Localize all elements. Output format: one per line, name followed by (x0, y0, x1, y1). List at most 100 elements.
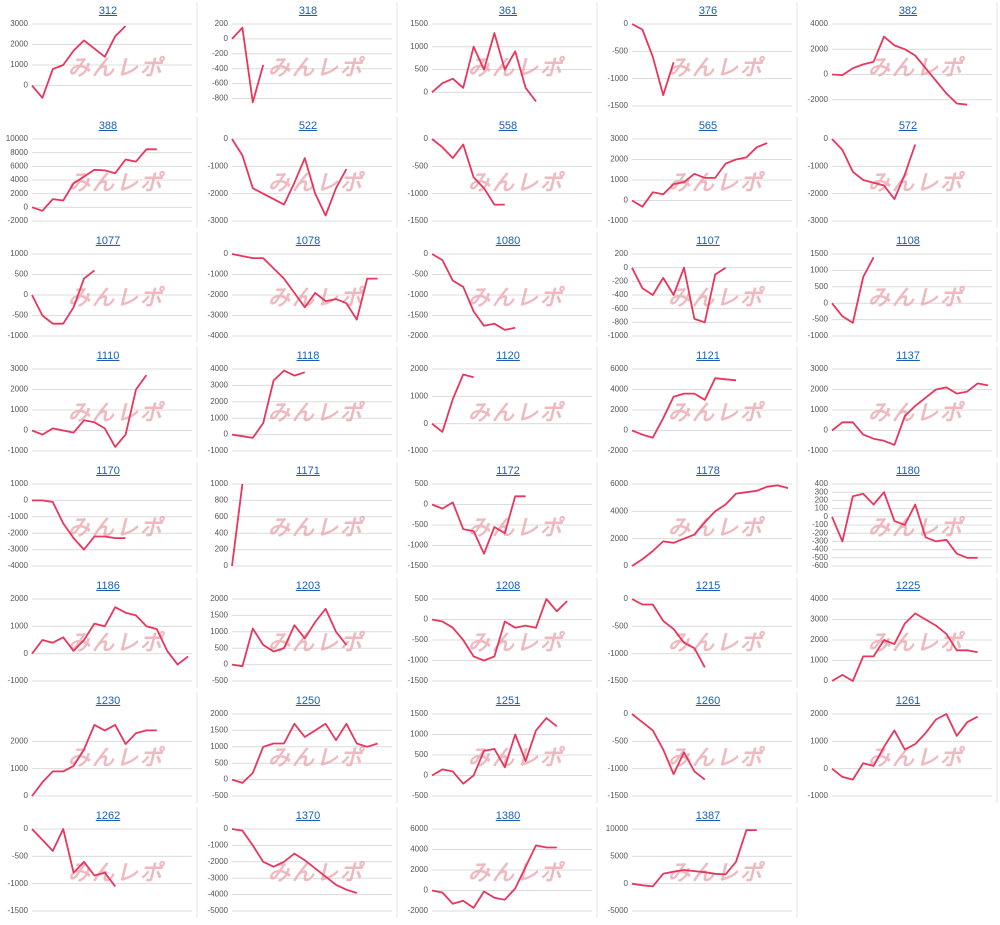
chart-title-link[interactable]: 1261 (896, 695, 920, 707)
chart-title-link[interactable]: 318 (299, 5, 317, 17)
y-tick-label: 0 (424, 615, 429, 624)
chart-title-link[interactable]: 1137 (896, 350, 920, 362)
data-line (631, 484, 789, 567)
chart-title-link[interactable]: 1108 (896, 235, 920, 247)
chart-title-link[interactable]: 1380 (496, 810, 520, 822)
data-line (431, 138, 505, 206)
chart-cell: 1107 -1000 -800 -600 -400 -200 0 200 みんレポ (608, 232, 798, 343)
chart-cell: 376 -1500 -1000 -500 0 みんレポ (608, 2, 798, 113)
y-tick-label: 1000 (610, 175, 628, 184)
chart-title-link[interactable]: 1215 (696, 580, 720, 592)
y-tick-label: 0 (824, 764, 829, 773)
chart-title-link[interactable]: 1077 (96, 235, 120, 247)
data-line (431, 32, 537, 102)
chart-title-link[interactable]: 522 (299, 120, 317, 132)
chart-title-link[interactable]: 558 (499, 120, 517, 132)
y-tick-label: -4000 (8, 561, 29, 570)
y-tick-label: 0 (224, 34, 229, 43)
y-tick-label: 400 (815, 479, 829, 488)
chart-cell: 1118 -1000 0 1000 2000 3000 4000 みんレポ (208, 347, 398, 458)
chart-title-link[interactable]: 1250 (296, 695, 320, 707)
y-tick-label: 0 (624, 879, 629, 888)
y-tick-label: 0 (424, 134, 429, 143)
y-tick-label: 500 (415, 750, 429, 759)
y-tick-label: 500 (415, 594, 429, 603)
y-tick-label: -1000 (608, 331, 629, 340)
y-tick-label: -500 (12, 311, 29, 320)
chart-title-link[interactable]: 572 (899, 120, 917, 132)
chart-title-link[interactable]: 1387 (696, 810, 720, 822)
y-tick-label: 0 (824, 134, 829, 143)
chart-title-link[interactable]: 1118 (297, 350, 320, 362)
chart-title-link[interactable]: 1178 (696, 465, 720, 477)
watermark: みんレポ (68, 285, 166, 310)
y-tick-label: -1000 (8, 331, 29, 340)
y-tick-label: -1500 (608, 676, 629, 685)
chart-title-link[interactable]: 1370 (296, 810, 320, 822)
y-tick-label: -300 (812, 537, 829, 546)
data-line (31, 724, 157, 797)
chart-cell: 1137 -1000 0 1000 2000 3000 みんレポ (808, 347, 998, 458)
y-tick-label: -2000 (408, 906, 429, 915)
chart-title-link[interactable]: 565 (699, 120, 717, 132)
y-tick-label: -800 (212, 94, 229, 103)
chart-cell: 1180 -600-500-400-300-200-100010020030040… (812, 462, 998, 573)
chart-title-link[interactable]: 1180 (896, 465, 920, 477)
y-tick-label: 0 (24, 791, 29, 800)
y-tick-label: -1500 (408, 676, 429, 685)
chart-title-link[interactable]: 1203 (296, 580, 320, 592)
chart-title-link[interactable]: 388 (99, 120, 117, 132)
chart-title-link[interactable]: 1262 (96, 810, 120, 822)
y-tick-label: -400 (212, 64, 229, 73)
chart-title-link[interactable]: 382 (899, 5, 917, 17)
y-tick-label: 3000 (210, 381, 228, 390)
chart-title-link[interactable]: 1078 (296, 235, 320, 247)
chart-title-link[interactable]: 1208 (496, 580, 520, 592)
chart-title-link[interactable]: 1230 (96, 695, 120, 707)
data-line (231, 483, 244, 567)
watermark: みんレポ (868, 745, 966, 770)
y-tick-label: 0 (24, 290, 29, 299)
y-tick-label: -100 (812, 520, 829, 529)
chart-title-link[interactable]: 1225 (896, 580, 920, 592)
chart-title-link[interactable]: 1260 (696, 695, 720, 707)
y-tick-label: 0 (424, 500, 429, 509)
y-tick-label: -5000 (208, 906, 229, 915)
y-tick-label: -1000 (808, 331, 829, 340)
chart-title-link[interactable]: 1251 (496, 695, 520, 707)
chart-title-link[interactable]: 1121 (696, 350, 720, 362)
chart-title-link[interactable]: 1080 (496, 235, 520, 247)
y-tick-label: -200 (612, 276, 629, 285)
chart-cell: 1261 -1000 0 1000 2000 みんレポ (808, 692, 998, 803)
chart-title-link[interactable]: 361 (499, 5, 517, 17)
y-tick-label: 1000 (10, 249, 28, 258)
y-tick-label: -500 (812, 315, 829, 324)
data-line (631, 266, 727, 324)
y-tick-label: 0 (824, 298, 829, 307)
chart-title-link[interactable]: 376 (699, 5, 717, 17)
chart-title-link[interactable]: 1172 (496, 465, 520, 477)
y-tick-label: 1000 (410, 730, 428, 739)
chart-cell: 1208 -1500 -1000 -500 0 500 みんレポ (408, 577, 598, 688)
y-tick-label: -1500 (8, 906, 29, 915)
chart-cell: 1250 -500 0 500 1000 1500 2000 みんレポ (210, 692, 398, 803)
y-tick-label: 10000 (606, 824, 629, 833)
chart-title-link[interactable]: 1107 (696, 235, 720, 247)
chart-title-link[interactable]: 312 (99, 5, 117, 17)
chart-title-link[interactable]: 1120 (496, 350, 520, 362)
chart-title-link[interactable]: 1110 (97, 350, 120, 362)
data-line (231, 369, 306, 439)
chart-title-link[interactable]: 1186 (96, 580, 120, 592)
chart-title-link[interactable]: 1171 (296, 465, 320, 477)
y-tick-label: 2000 (810, 635, 828, 644)
chart-title-link[interactable]: 1170 (96, 465, 120, 477)
watermark: みんレポ (868, 400, 966, 425)
y-tick-label: 1000 (810, 656, 828, 665)
y-tick-label: 100 (815, 504, 829, 513)
y-tick-label: 0 (824, 70, 829, 79)
y-tick-label: 2000 (10, 594, 28, 603)
y-tick-label: -500 (612, 46, 629, 55)
